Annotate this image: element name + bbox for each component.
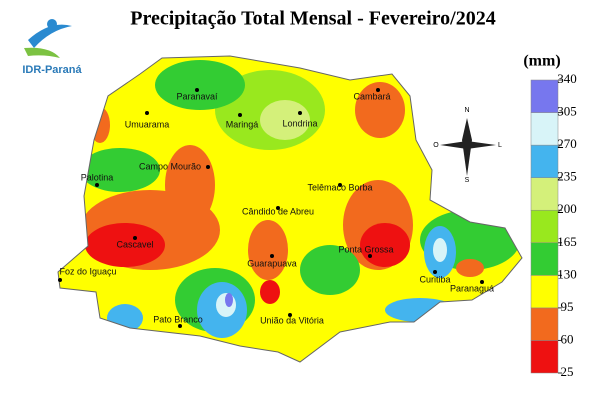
compass-n: N <box>464 107 469 114</box>
city-label: Cândido de Abreu <box>242 206 314 216</box>
compass-l: L <box>498 142 502 149</box>
city-dot <box>480 280 484 284</box>
compass-o: O <box>433 142 439 149</box>
city-dot <box>276 206 280 210</box>
city-label: Campo Mourão <box>139 161 201 171</box>
city-dot <box>58 278 62 282</box>
legend: 25 60 95 130 165 200 235 270 305 340 <box>530 71 577 379</box>
compass: N S O L <box>433 107 502 184</box>
legend-swatch <box>530 307 559 341</box>
city-dot <box>288 313 292 317</box>
city-dot <box>298 111 302 115</box>
legend-tick-label: 165 <box>557 234 577 249</box>
city-label: Telêmaco Borba <box>307 182 372 192</box>
legend-swatch <box>530 209 559 244</box>
city-dot <box>338 183 342 187</box>
compass-s: S <box>465 177 470 184</box>
legend-swatch <box>530 112 559 146</box>
city-label: Paranaguá <box>450 283 494 293</box>
legend-swatch <box>530 340 559 374</box>
city-dot <box>270 254 274 258</box>
city-dot <box>376 88 380 92</box>
legend-tick-label: 60 <box>561 331 574 346</box>
city-label: Pato Branco <box>153 314 203 324</box>
legend-swatch <box>530 242 559 276</box>
legend-swatch <box>530 177 559 211</box>
city-dot <box>95 183 99 187</box>
city-label: Palotina <box>81 172 114 182</box>
legend-swatch <box>530 144 559 178</box>
legend-tick-label: 305 <box>557 104 577 119</box>
state-border <box>57 55 523 363</box>
city-label: Umuarama <box>125 119 170 129</box>
legend-tick-label: 200 <box>557 201 577 216</box>
city-dot <box>433 270 437 274</box>
legend-tick-label: 130 <box>557 266 577 281</box>
city-dot <box>178 324 182 328</box>
city-dot <box>368 254 372 258</box>
city-dot <box>195 88 199 92</box>
city-label: Guarapuava <box>247 258 297 268</box>
city-label: Curitiba <box>419 274 450 284</box>
city-dot <box>238 113 242 117</box>
legend-tick-label: 95 <box>561 299 574 314</box>
city-dot <box>145 111 149 115</box>
city-label: Londrina <box>282 118 317 128</box>
city-label: União da Vitória <box>260 315 324 325</box>
legend-tick-label: 235 <box>557 169 577 184</box>
cities: Paranavaí Cambará Umuarama Maringá Londrina C… <box>58 88 494 328</box>
legend-tick-label: 270 <box>557 136 577 151</box>
city-label: Paranavaí <box>176 91 218 101</box>
logo: IDR-Paraná <box>22 19 83 76</box>
city-label: Maringá <box>226 119 259 129</box>
legend-tick-label: 25 <box>561 364 574 379</box>
city-label: Cascavel <box>116 239 153 249</box>
legend-swatch <box>530 275 559 309</box>
legend-unit: (mm) <box>523 53 560 70</box>
city-label: Cambará <box>353 91 390 101</box>
legend-tick-label: 340 <box>557 71 577 86</box>
city-label: Ponta Grossa <box>338 244 393 254</box>
legend-swatch <box>530 79 559 113</box>
city-dot <box>206 165 210 169</box>
city-label: Foz do Iguaçu <box>59 266 116 276</box>
title: Precipitação Total Mensal - Fevereiro/20… <box>130 8 496 30</box>
city-dot <box>133 236 137 240</box>
logo-text: IDR-Paraná <box>22 64 82 76</box>
